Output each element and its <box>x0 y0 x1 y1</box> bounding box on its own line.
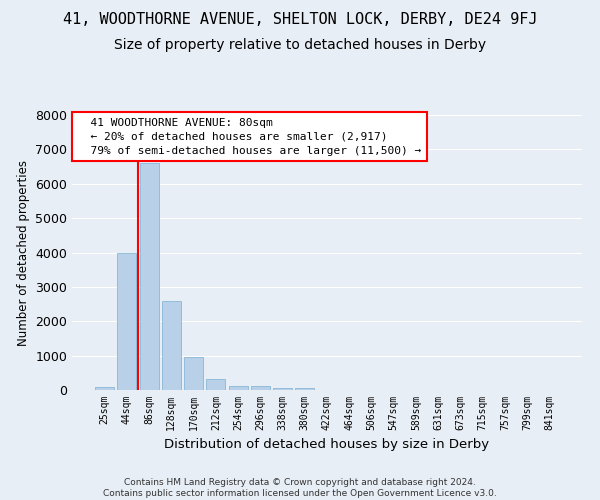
Text: 41, WOODTHORNE AVENUE, SHELTON LOCK, DERBY, DE24 9FJ: 41, WOODTHORNE AVENUE, SHELTON LOCK, DER… <box>63 12 537 28</box>
Bar <box>184 358 203 390</box>
Bar <box>295 388 314 390</box>
Bar <box>162 300 181 390</box>
Y-axis label: Number of detached properties: Number of detached properties <box>17 160 29 346</box>
Bar <box>118 252 136 390</box>
Bar <box>140 163 158 390</box>
Bar <box>251 386 270 390</box>
Text: 41 WOODTHORNE AVENUE: 80sqm
  ← 20% of detached houses are smaller (2,917)
  79%: 41 WOODTHORNE AVENUE: 80sqm ← 20% of det… <box>77 118 421 156</box>
Text: Contains HM Land Registry data © Crown copyright and database right 2024.
Contai: Contains HM Land Registry data © Crown c… <box>103 478 497 498</box>
Bar <box>273 388 292 390</box>
Bar <box>95 387 114 390</box>
Text: Size of property relative to detached houses in Derby: Size of property relative to detached ho… <box>114 38 486 52</box>
Bar <box>206 378 225 390</box>
Bar <box>229 386 248 390</box>
X-axis label: Distribution of detached houses by size in Derby: Distribution of detached houses by size … <box>164 438 490 452</box>
